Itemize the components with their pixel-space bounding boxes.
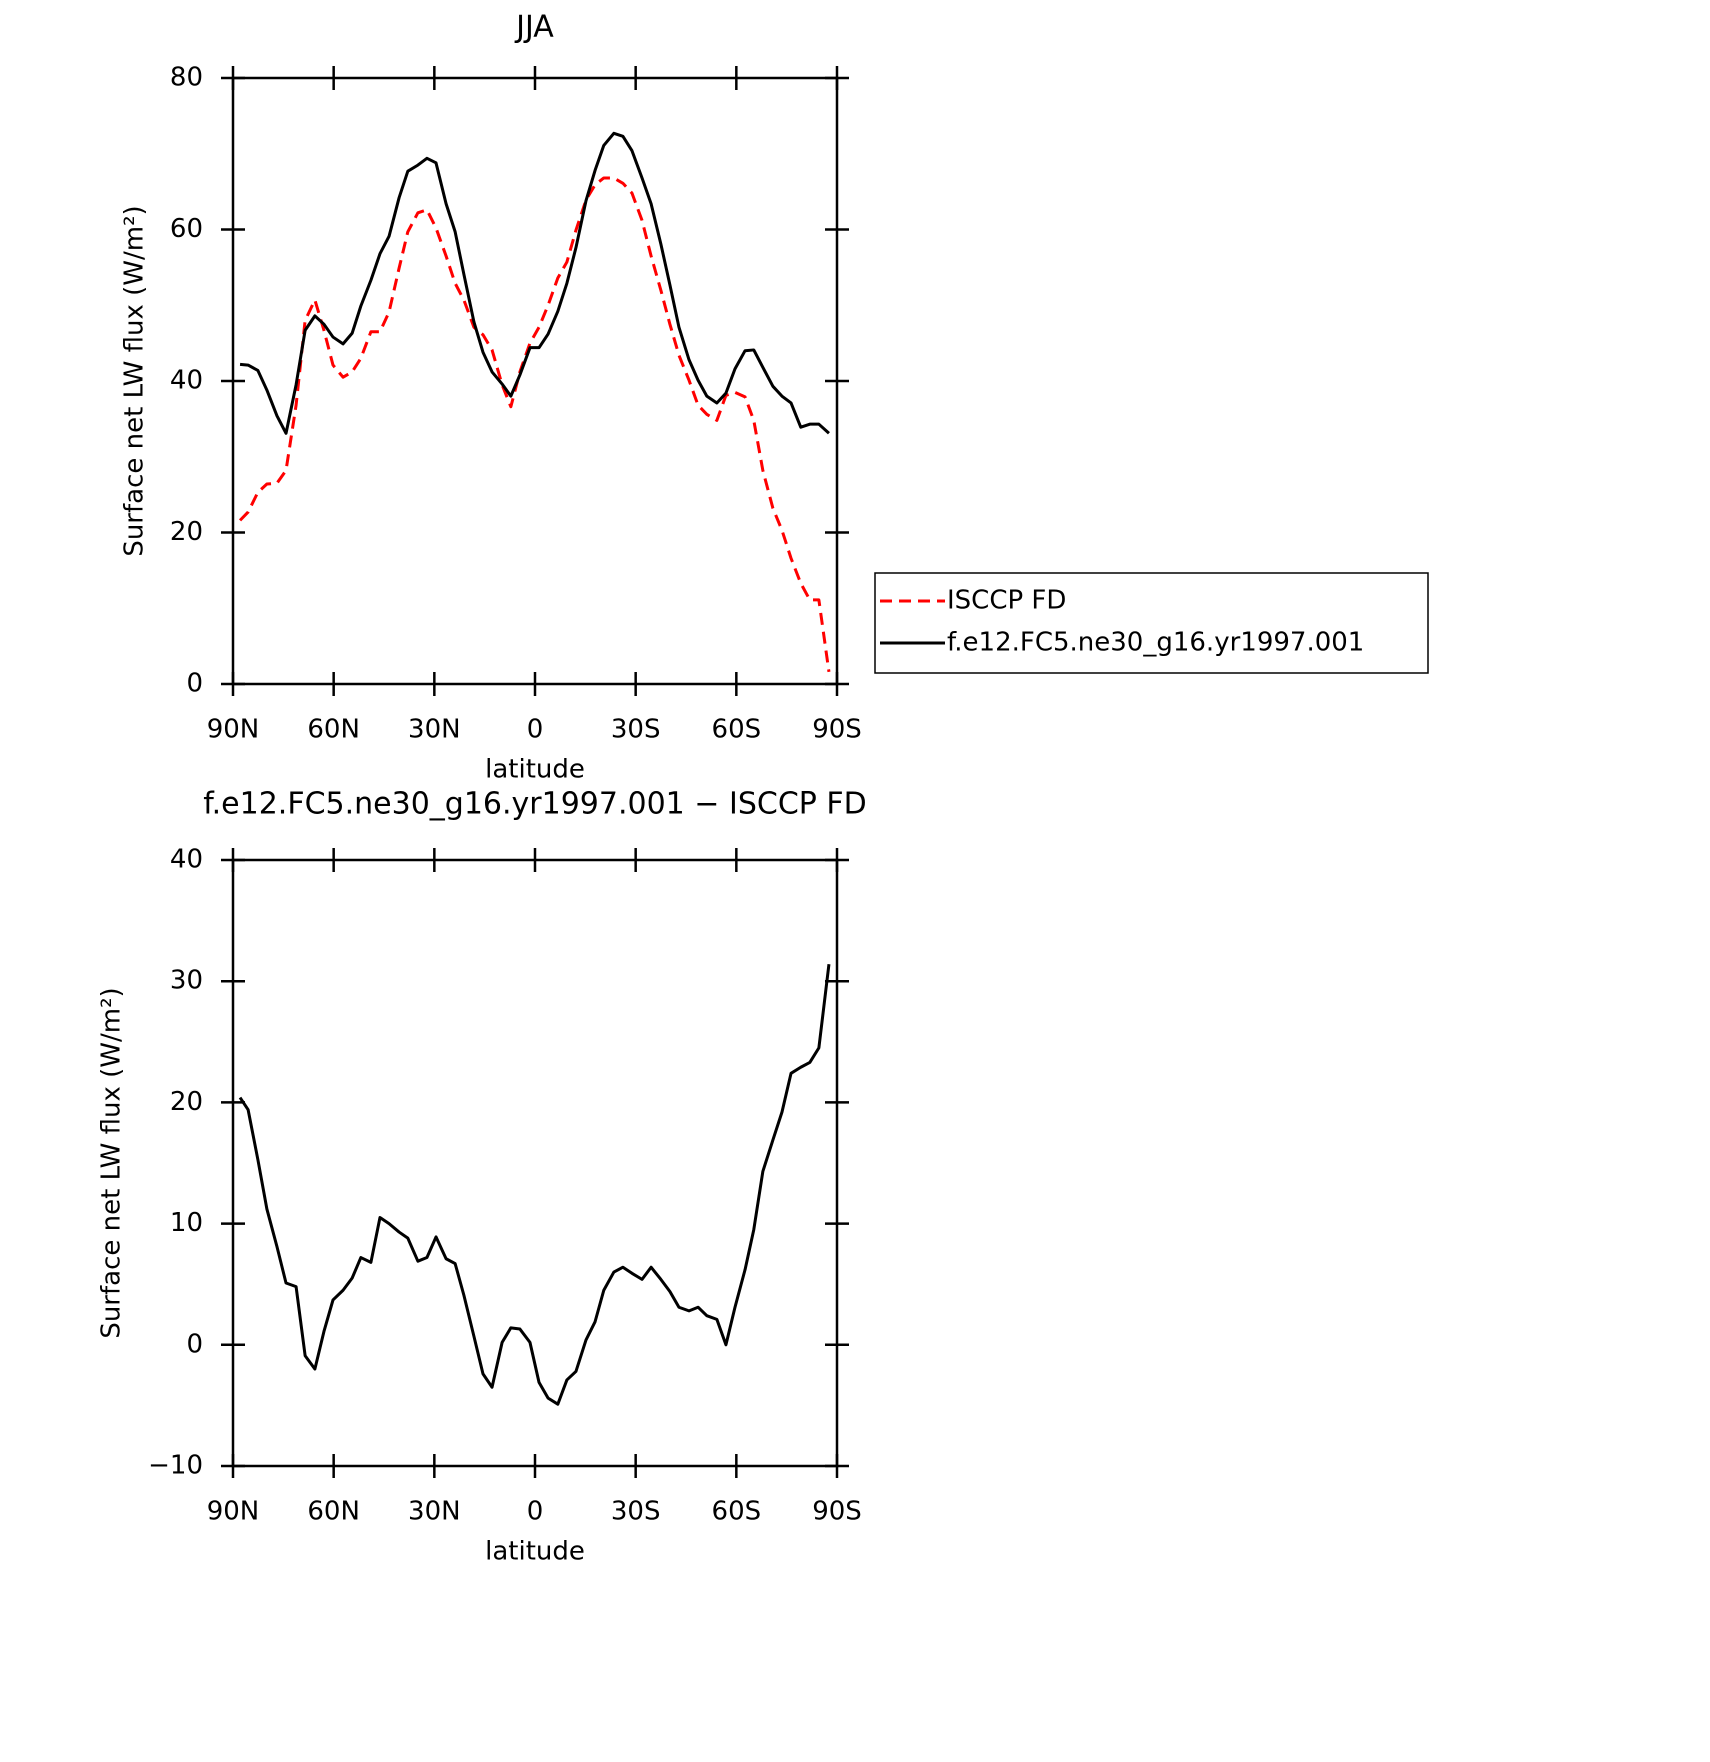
x-tick-label: 30N	[408, 1497, 461, 1527]
legend-label: ISCCP FD	[947, 586, 1066, 616]
data-line	[238, 176, 831, 673]
x-tick-label: 30S	[611, 715, 661, 745]
y-tick-label: −10	[148, 1451, 203, 1481]
x-tick-label: 30S	[611, 1497, 661, 1527]
x-axis-label: latitude	[485, 755, 585, 785]
y-tick-label: 20	[170, 517, 203, 547]
x-tick-label: 60S	[712, 1497, 762, 1527]
y-tick-label: 10	[170, 1208, 203, 1238]
x-tick-label: 0	[527, 715, 544, 745]
x-tick-label: 60N	[307, 715, 360, 745]
x-tick-label: 90S	[812, 1497, 862, 1527]
y-tick-label: 40	[170, 366, 203, 396]
x-tick-label: 90N	[207, 715, 260, 745]
plot-frame	[231, 76, 839, 686]
x-tick-label: 90N	[207, 1497, 260, 1527]
y-axis-label: Surface net LW flux (W/m²)	[120, 205, 150, 556]
legend-box	[874, 572, 1429, 674]
chart: JJA latitude Surface net LW flux (W/m²) 90N…	[120, 10, 1429, 785]
x-tick-label: 60N	[307, 1497, 360, 1527]
legend-label: f.e12.FC5.ne30_g16.yr1997.001	[947, 628, 1364, 658]
y-axis-label: Surface net LW flux (W/m²)	[97, 987, 127, 1338]
y-tick-label: 80	[170, 63, 203, 93]
y-tick-label: 60	[170, 214, 203, 244]
x-axis-label: latitude	[485, 1537, 585, 1567]
data-line	[238, 964, 831, 1406]
x-tick-label: 90S	[812, 715, 862, 745]
plot-frame	[231, 858, 839, 1468]
x-tick-label: 0	[527, 1497, 544, 1527]
chart: f.e12.FC5.ne30_g16.yr1997.001 − ISCCP FD…	[97, 787, 867, 1567]
y-tick-label: 0	[186, 669, 203, 699]
y-tick-label: 20	[170, 1087, 203, 1117]
y-tick-label: 40	[170, 845, 203, 875]
y-tick-label: 0	[186, 1329, 203, 1359]
data-line	[239, 131, 830, 435]
chart-title: f.e12.FC5.ne30_g16.yr1997.001 − ISCCP FD	[203, 787, 867, 822]
chart-title: JJA	[514, 10, 554, 45]
x-tick-label: 60S	[712, 715, 762, 745]
y-tick-label: 30	[170, 966, 203, 996]
x-tick-label: 30N	[408, 715, 461, 745]
